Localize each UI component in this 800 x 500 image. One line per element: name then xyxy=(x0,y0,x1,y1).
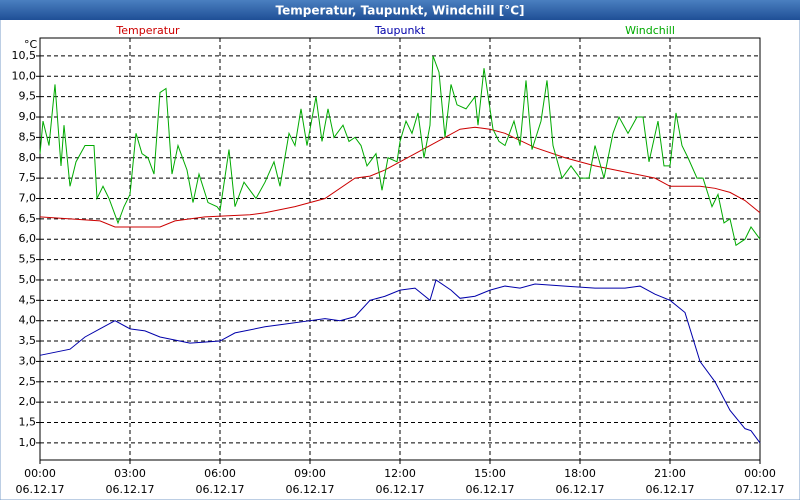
x-tick-date: 06.12.17 xyxy=(646,483,695,496)
y-tick-label: 8,5 xyxy=(19,130,37,143)
x-tick-label: 00:00 xyxy=(24,467,56,480)
y-tick-label: 9,5 xyxy=(19,90,37,103)
legend-entry: Windchill xyxy=(625,24,675,37)
x-tick-date: 06.12.17 xyxy=(466,483,515,496)
y-tick-label: 10,0 xyxy=(12,69,37,82)
x-tick-label: 00:00 xyxy=(744,467,776,480)
y-axis-label: °C xyxy=(24,38,38,51)
y-tick-label: 9,0 xyxy=(19,110,37,123)
legend-entry: Taupunkt xyxy=(374,24,426,37)
y-tick-label: 3,5 xyxy=(19,334,37,347)
y-tick-label: 8,0 xyxy=(19,151,37,164)
title-bar xyxy=(0,0,800,20)
y-tick-label: 6,0 xyxy=(19,232,37,245)
y-tick-label: 10,5 xyxy=(12,49,37,62)
legend-entry: Temperatur xyxy=(115,24,180,37)
series-line xyxy=(39,55,761,247)
x-tick-label: 21:00 xyxy=(654,467,686,480)
series-line xyxy=(39,126,761,228)
x-tick-date: 06.12.17 xyxy=(376,483,425,496)
x-tick-label: 12:00 xyxy=(384,467,416,480)
x-tick-date: 06.12.17 xyxy=(16,483,65,496)
y-tick-label: 5,0 xyxy=(19,273,37,286)
x-tick-label: 15:00 xyxy=(474,467,506,480)
x-tick-date: 06.12.17 xyxy=(556,483,605,496)
y-tick-label: 2,0 xyxy=(19,395,37,408)
x-tick-label: 18:00 xyxy=(564,467,596,480)
x-tick-label: 06:00 xyxy=(204,467,236,480)
series-line xyxy=(39,279,761,444)
y-tick-label: 6,5 xyxy=(19,212,37,225)
x-tick-date: 06.12.17 xyxy=(106,483,155,496)
y-tick-label: 1,5 xyxy=(19,416,37,429)
x-tick-date: 06.12.17 xyxy=(286,483,335,496)
y-tick-label: 4,5 xyxy=(19,293,37,306)
chart-title: Temperatur, Taupunkt, Windchill [°C] xyxy=(276,4,525,18)
x-tick-label: 03:00 xyxy=(114,467,146,480)
y-tick-label: 2,5 xyxy=(19,375,37,388)
x-tick-label: 09:00 xyxy=(294,467,326,480)
y-tick-label: 7,0 xyxy=(19,191,37,204)
y-tick-label: 3,0 xyxy=(19,354,37,367)
y-tick-label: 4,0 xyxy=(19,314,37,327)
y-tick-label: 1,0 xyxy=(19,436,37,449)
x-tick-date: 06.12.17 xyxy=(196,483,245,496)
y-tick-label: 7,5 xyxy=(19,171,37,184)
y-tick-label: 5,5 xyxy=(19,253,37,266)
x-tick-date: 07.12.17 xyxy=(736,483,785,496)
